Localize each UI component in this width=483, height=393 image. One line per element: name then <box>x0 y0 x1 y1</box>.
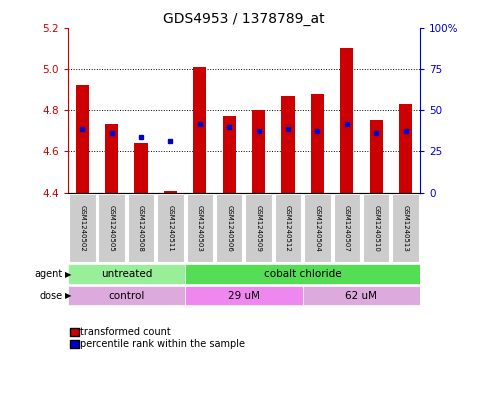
Bar <box>392 194 419 262</box>
Bar <box>304 194 330 262</box>
Bar <box>340 48 354 193</box>
Text: percentile rank within the sample: percentile rank within the sample <box>80 339 245 349</box>
Bar <box>369 120 383 193</box>
Text: GSM1240511: GSM1240511 <box>168 204 173 252</box>
Text: ▶: ▶ <box>65 270 71 279</box>
Bar <box>334 194 360 262</box>
Bar <box>76 85 89 193</box>
Text: GSM1240512: GSM1240512 <box>285 205 291 251</box>
Bar <box>69 194 96 262</box>
Text: GSM1240503: GSM1240503 <box>197 204 203 252</box>
Bar <box>282 95 295 193</box>
Bar <box>68 264 185 284</box>
Bar <box>275 194 301 262</box>
Bar <box>68 286 185 305</box>
Bar <box>252 110 265 193</box>
Text: GSM1240504: GSM1240504 <box>314 205 320 251</box>
Bar <box>99 194 125 262</box>
Text: control: control <box>108 291 144 301</box>
Bar <box>311 94 324 193</box>
Bar <box>185 286 303 305</box>
Text: GSM1240502: GSM1240502 <box>79 205 85 251</box>
Text: GSM1240513: GSM1240513 <box>402 204 409 252</box>
Text: untreated: untreated <box>100 269 152 279</box>
Bar <box>186 194 213 262</box>
Text: GSM1240506: GSM1240506 <box>226 204 232 252</box>
Text: dose: dose <box>40 291 63 301</box>
Bar <box>303 286 420 305</box>
Text: transformed count: transformed count <box>80 327 170 337</box>
Text: ▶: ▶ <box>65 292 71 300</box>
Text: GSM1240510: GSM1240510 <box>373 204 379 252</box>
Bar <box>223 116 236 193</box>
Bar <box>245 194 272 262</box>
Text: cobalt chloride: cobalt chloride <box>264 269 341 279</box>
Bar <box>164 191 177 193</box>
Bar <box>157 194 184 262</box>
Bar <box>216 194 242 262</box>
Bar <box>185 264 420 284</box>
Title: GDS4953 / 1378789_at: GDS4953 / 1378789_at <box>163 13 325 26</box>
Bar <box>363 194 389 262</box>
Text: 29 uM: 29 uM <box>228 291 260 301</box>
Bar <box>128 194 154 262</box>
Text: GSM1240507: GSM1240507 <box>344 204 350 252</box>
Bar <box>399 104 412 193</box>
Text: GSM1240508: GSM1240508 <box>138 204 144 252</box>
Text: GSM1240505: GSM1240505 <box>109 205 114 251</box>
Text: 62 uM: 62 uM <box>345 291 377 301</box>
Bar <box>105 125 118 193</box>
Text: GSM1240509: GSM1240509 <box>256 204 262 252</box>
Text: agent: agent <box>35 269 63 279</box>
Bar <box>193 67 206 193</box>
Bar <box>134 143 148 193</box>
